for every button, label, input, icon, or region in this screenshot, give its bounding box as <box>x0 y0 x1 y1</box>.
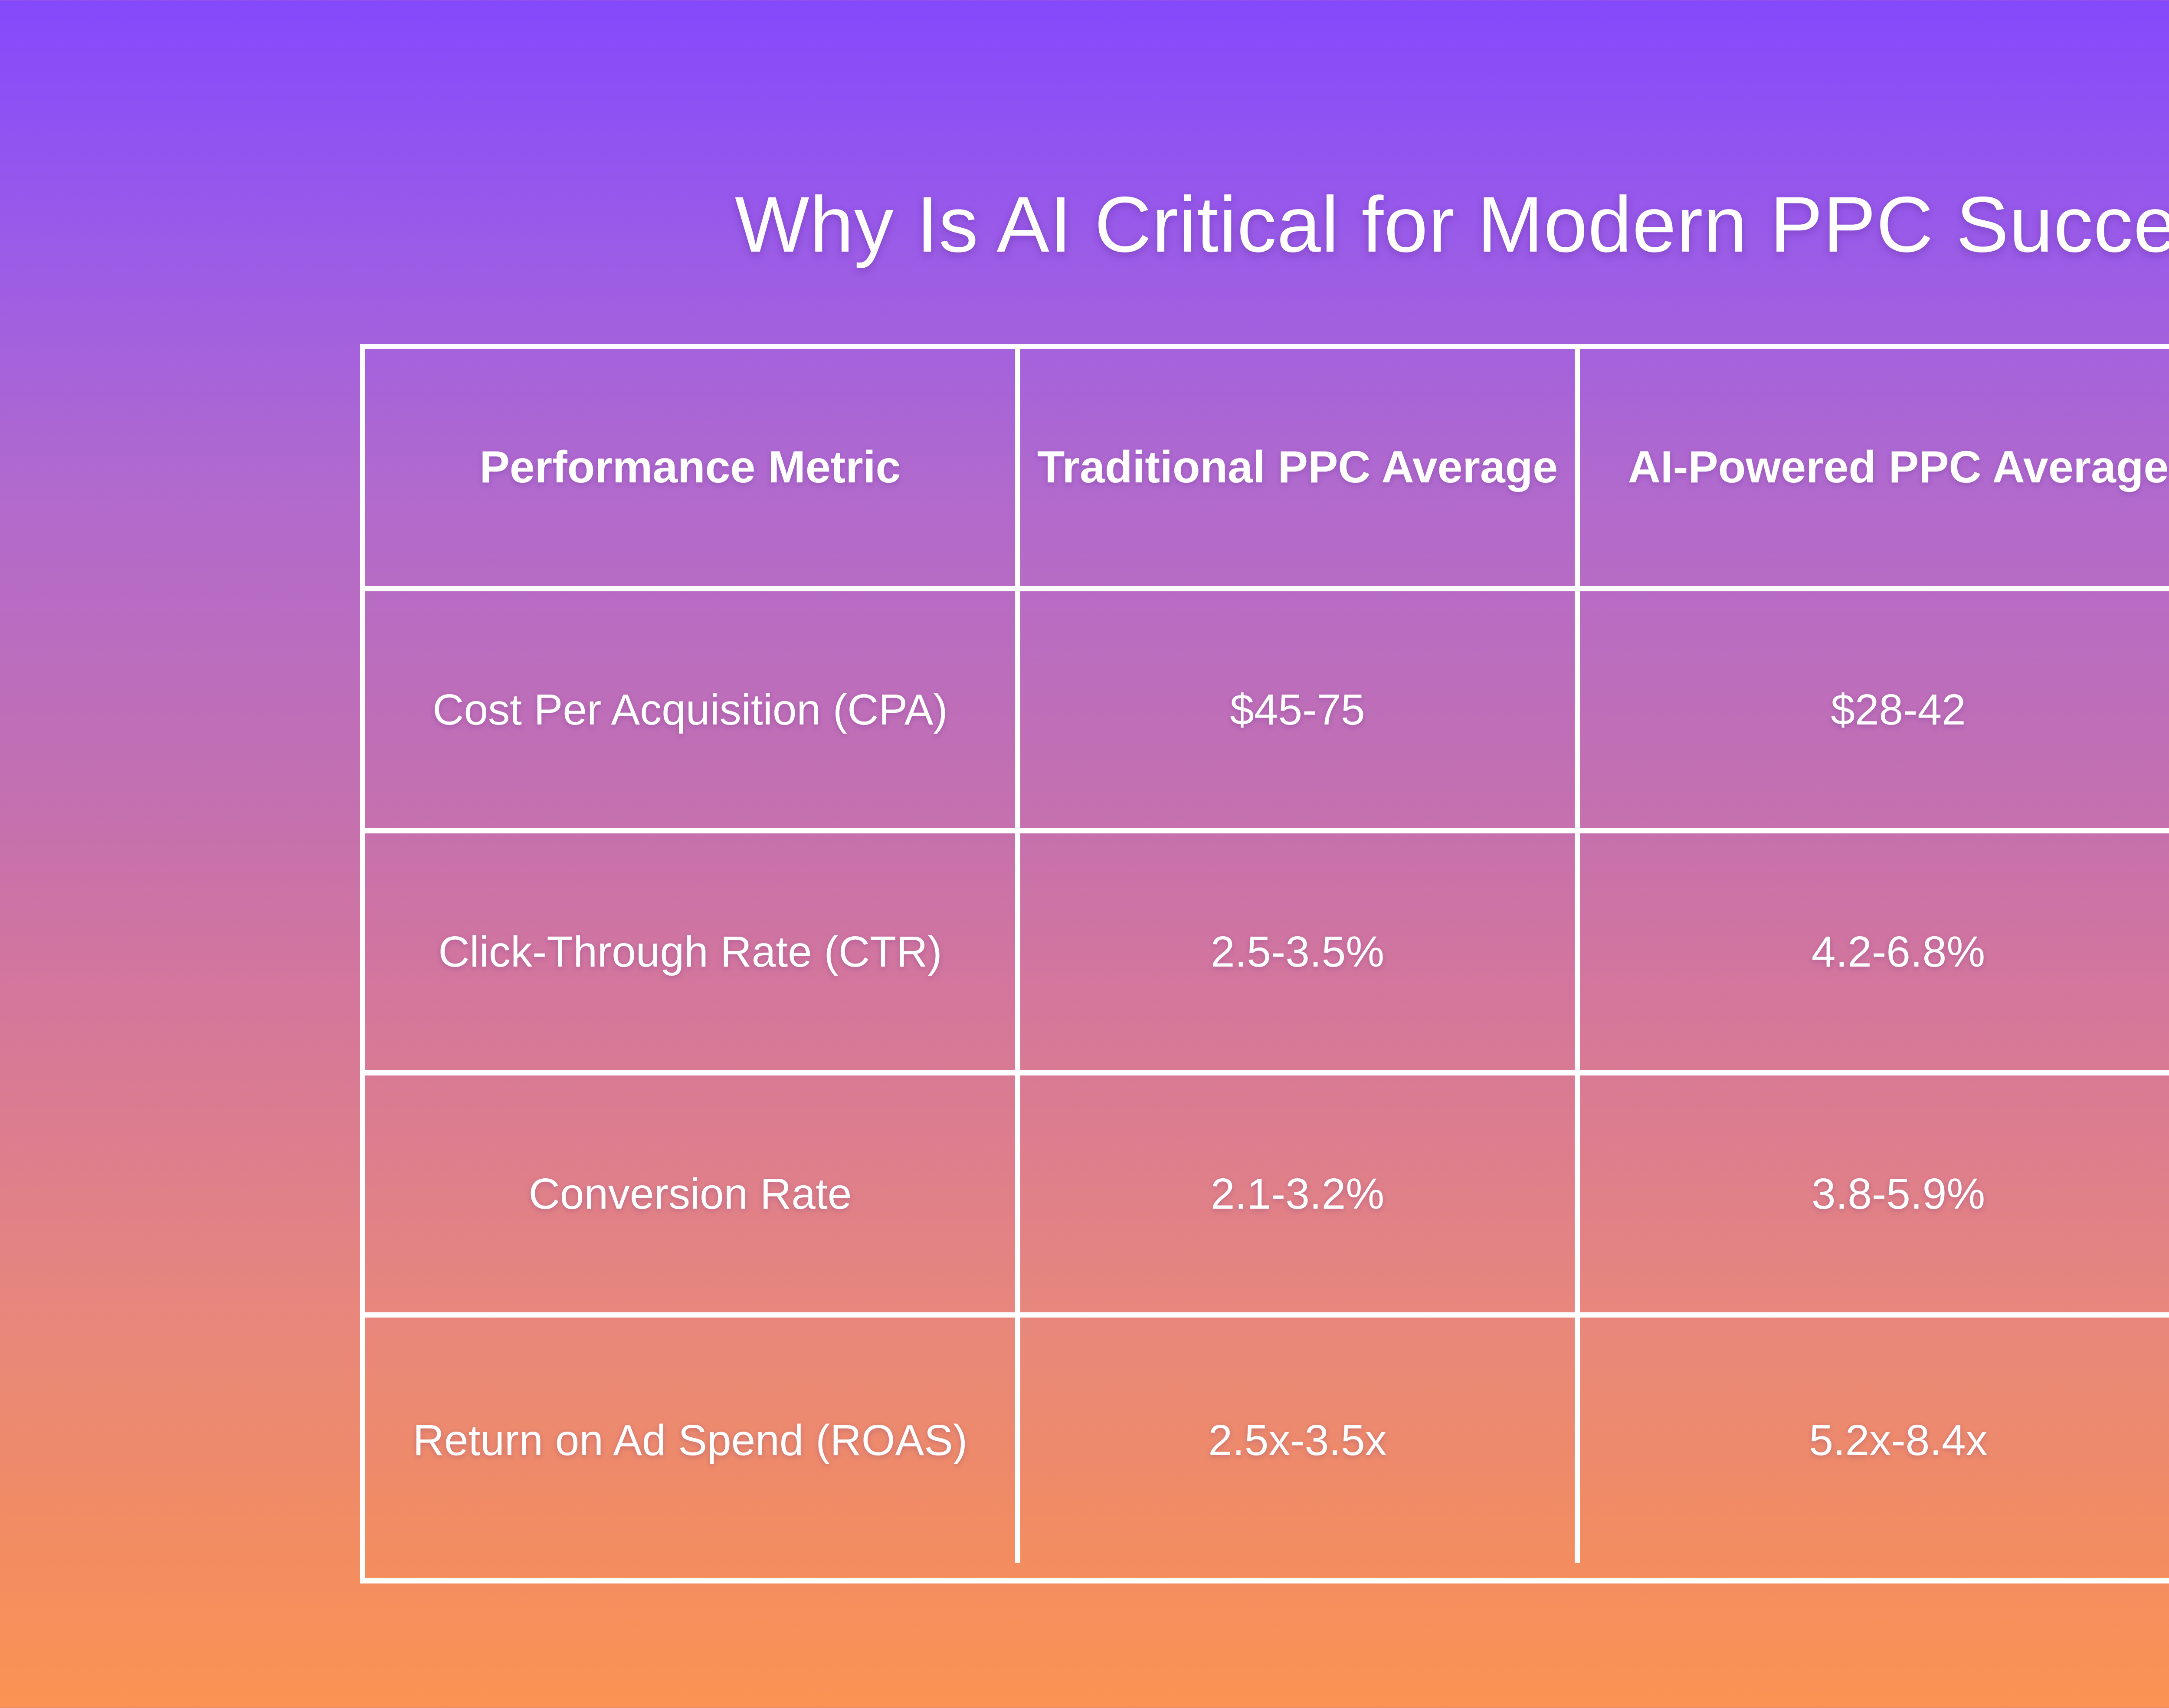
cell-metric: Click-Through Rate (CTR) <box>365 833 1020 1070</box>
column-header-performance-metric: Performance Metric <box>365 349 1020 586</box>
column-header-traditional-ppc-average: Traditional PPC Average <box>1020 349 1580 586</box>
cell-ai-powered: 4.2-6.8% <box>1580 833 2169 1070</box>
table-row: Conversion Rate 2.1-3.2% 3.8-5.9% 55-75%… <box>365 1075 2169 1318</box>
cell-metric: Cost Per Acquisition (CPA) <box>365 591 1020 828</box>
table-row: Return on Ad Spend (ROAS) 2.5x-3.5x 5.2x… <box>365 1318 2169 1563</box>
table-row: Cost Per Acquisition (CPA) $45-75 $28-42… <box>365 591 2169 833</box>
cell-ai-powered: 3.8-5.9% <box>1580 1075 2169 1312</box>
cell-traditional: 2.5x-3.5x <box>1020 1318 1580 1563</box>
cell-metric: Conversion Rate <box>365 1075 1020 1312</box>
ppc-comparison-table: Performance Metric Traditional PPC Avera… <box>360 344 2169 1583</box>
cell-traditional: 2.5-3.5% <box>1020 833 1580 1070</box>
cell-ai-powered: $28-42 <box>1580 591 2169 828</box>
page-title: Why Is AI Critical for Modern PPC Succes… <box>734 180 2169 269</box>
table-row: Click-Through Rate (CTR) 2.5-3.5% 4.2-6.… <box>365 833 2169 1075</box>
cell-traditional: $45-75 <box>1020 591 1580 828</box>
cell-traditional: 2.1-3.2% <box>1020 1075 1580 1312</box>
cell-metric: Return on Ad Spend (ROAS) <box>365 1318 1020 1563</box>
cell-ai-powered: 5.2x-8.4x <box>1580 1318 2169 1563</box>
column-header-ai-powered-ppc-average: AI-Powered PPC Average <box>1580 349 2169 586</box>
table-header-row: Performance Metric Traditional PPC Avera… <box>365 349 2169 591</box>
